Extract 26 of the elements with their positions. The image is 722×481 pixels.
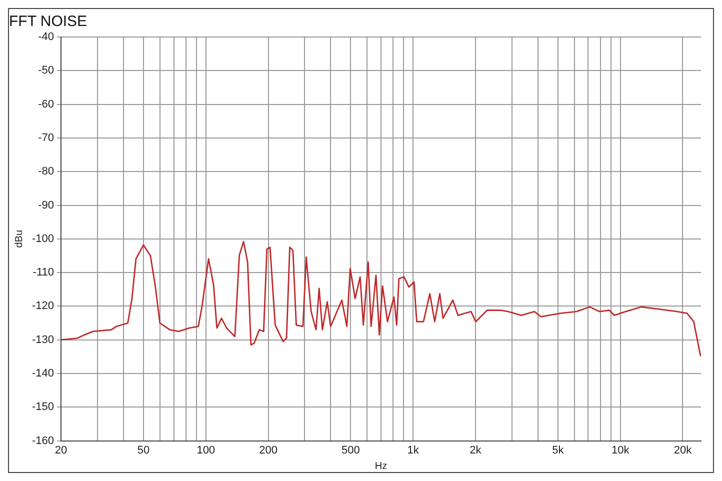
y-tick-label: -160 xyxy=(32,434,54,447)
x-tick-label: 100 xyxy=(196,444,216,456)
y-tick-label: -90 xyxy=(38,199,54,212)
x-tick-label: 200 xyxy=(259,444,278,456)
y-tick-label: -40 xyxy=(38,31,54,44)
x-tick-label: 20 xyxy=(54,444,68,456)
chart-title: FFT NOISE xyxy=(9,13,88,30)
y-tick-label: -130 xyxy=(32,334,54,346)
x-tick-label: 10k xyxy=(611,444,630,456)
y-tick-label: -100 xyxy=(32,232,54,245)
y-tick-label: -140 xyxy=(32,368,54,380)
x-tick-label: 2k xyxy=(470,444,482,456)
y-tick-label: -50 xyxy=(38,64,54,77)
y-tick-label: -60 xyxy=(38,98,54,110)
y-tick-label: -120 xyxy=(32,300,54,312)
y-tick-label: -70 xyxy=(38,132,54,144)
y-tick-label: -80 xyxy=(38,166,54,178)
x-tick-label: 500 xyxy=(342,444,360,456)
x-tick-label: 20k xyxy=(674,444,692,456)
y-tick-label: -150 xyxy=(32,401,54,414)
x-axis-title: Hz xyxy=(374,460,388,472)
x-tick-label: 50 xyxy=(137,444,150,456)
y-axis-title: dBu xyxy=(14,230,25,248)
y-tick-label: -110 xyxy=(32,266,54,279)
x-tick-label: 1k xyxy=(407,444,420,456)
x-tick-label: 5k xyxy=(552,444,564,456)
